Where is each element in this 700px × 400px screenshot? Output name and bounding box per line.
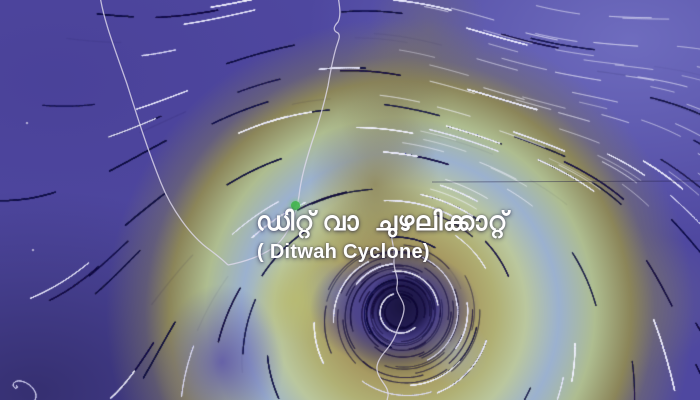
cyclone-name-english: ( Ditwah Cyclone) [257, 241, 430, 263]
cyclone-name-malayalam: ഡിറ്റ് വാ ചുഴലിക്കാറ്റ് [256, 206, 508, 236]
location-marker-icon [291, 201, 300, 210]
